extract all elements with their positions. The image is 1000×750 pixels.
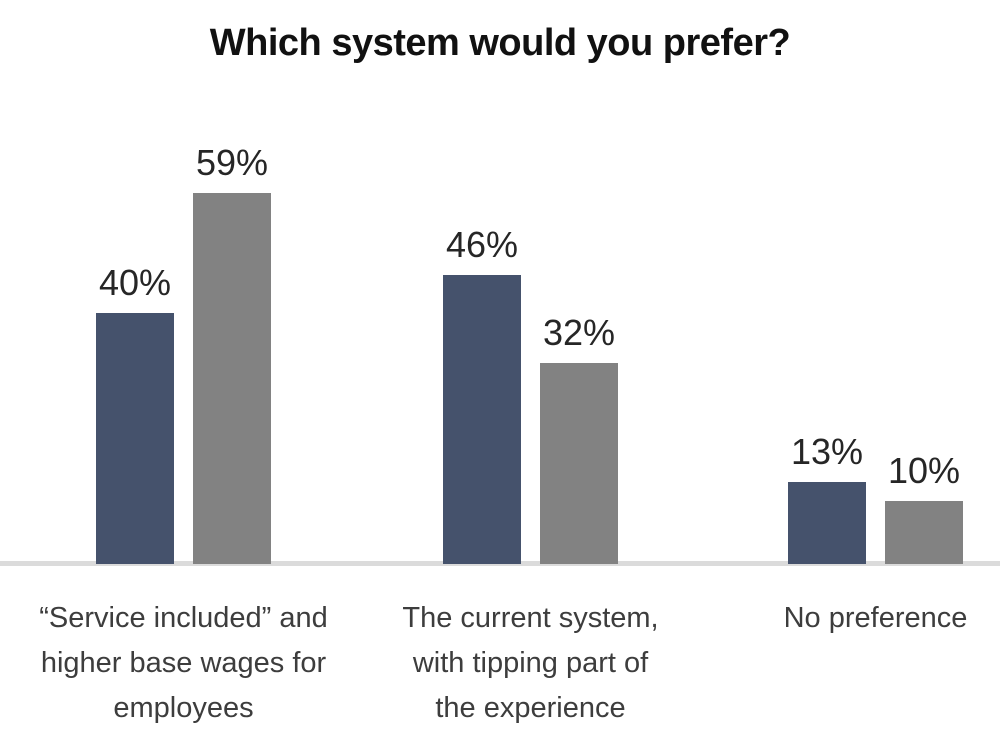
bar-dark-blue-group-2 xyxy=(443,275,521,564)
value-label-gray-group-3: 10% xyxy=(887,450,961,491)
bar-gray-group-2 xyxy=(540,363,618,564)
category-label-line: the experience xyxy=(435,692,626,724)
category-label-3: No preference xyxy=(686,596,1000,641)
category-label-line: The current system, xyxy=(402,602,659,634)
category-label-line: higher base wages for xyxy=(40,647,327,679)
value-label-dark-blue-group-1: 40% xyxy=(98,262,172,303)
category-label-line: “Service included” and xyxy=(39,602,328,634)
value-label-dark-blue-group-3: 13% xyxy=(790,431,864,472)
value-label-dark-blue-group-2: 46% xyxy=(445,224,519,265)
bar-dark-blue-group-3 xyxy=(788,482,866,564)
category-label-2: The current system, with tipping part of t… xyxy=(341,596,721,731)
chart-title: Which system would you prefer? xyxy=(209,22,791,64)
value-label-gray-group-1: 59% xyxy=(195,142,269,183)
value-label-gray-group-2: 32% xyxy=(542,312,616,353)
category-label-1: “Service included” and higher base wages … xyxy=(0,596,374,731)
bar-gray-group-1 xyxy=(193,193,271,564)
category-label-line: employees xyxy=(113,692,254,724)
bar-gray-group-3 xyxy=(885,501,963,564)
bar-dark-blue-group-1 xyxy=(96,313,174,564)
category-label-line: No preference xyxy=(783,602,968,634)
category-label-line: with tipping part of xyxy=(412,647,649,679)
